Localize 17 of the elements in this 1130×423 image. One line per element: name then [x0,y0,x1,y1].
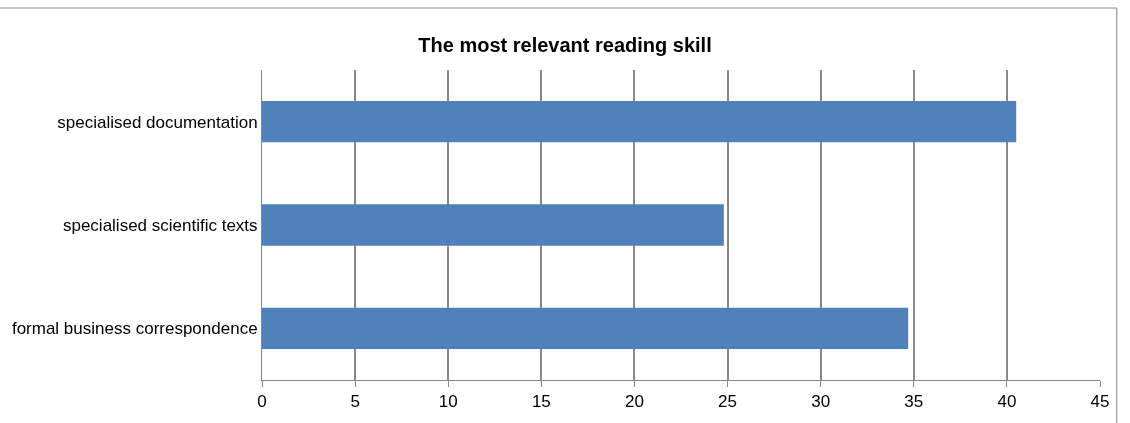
x-tick-label: 35 [904,392,924,412]
x-tick-label: 45 [1090,392,1110,412]
bar [262,204,724,246]
x-tick-label: 0 [257,392,267,412]
chart-title: The most relevant reading skill [418,34,712,57]
x-tick-label: 20 [624,392,644,412]
y-tick-label: specialised documentation [57,112,258,132]
x-tick-label: 10 [438,392,458,412]
y-tick-label: specialised scientific texts [62,215,258,235]
x-tick-label: 40 [997,392,1017,412]
x-tick-label: 30 [811,392,831,412]
bar [262,307,909,349]
bar [262,101,1017,143]
x-tick-label: 5 [350,392,360,412]
x-tick-label: 25 [718,392,738,412]
y-tick-label: formal business correspondence [11,319,258,339]
x-tick-label: 15 [531,392,551,412]
